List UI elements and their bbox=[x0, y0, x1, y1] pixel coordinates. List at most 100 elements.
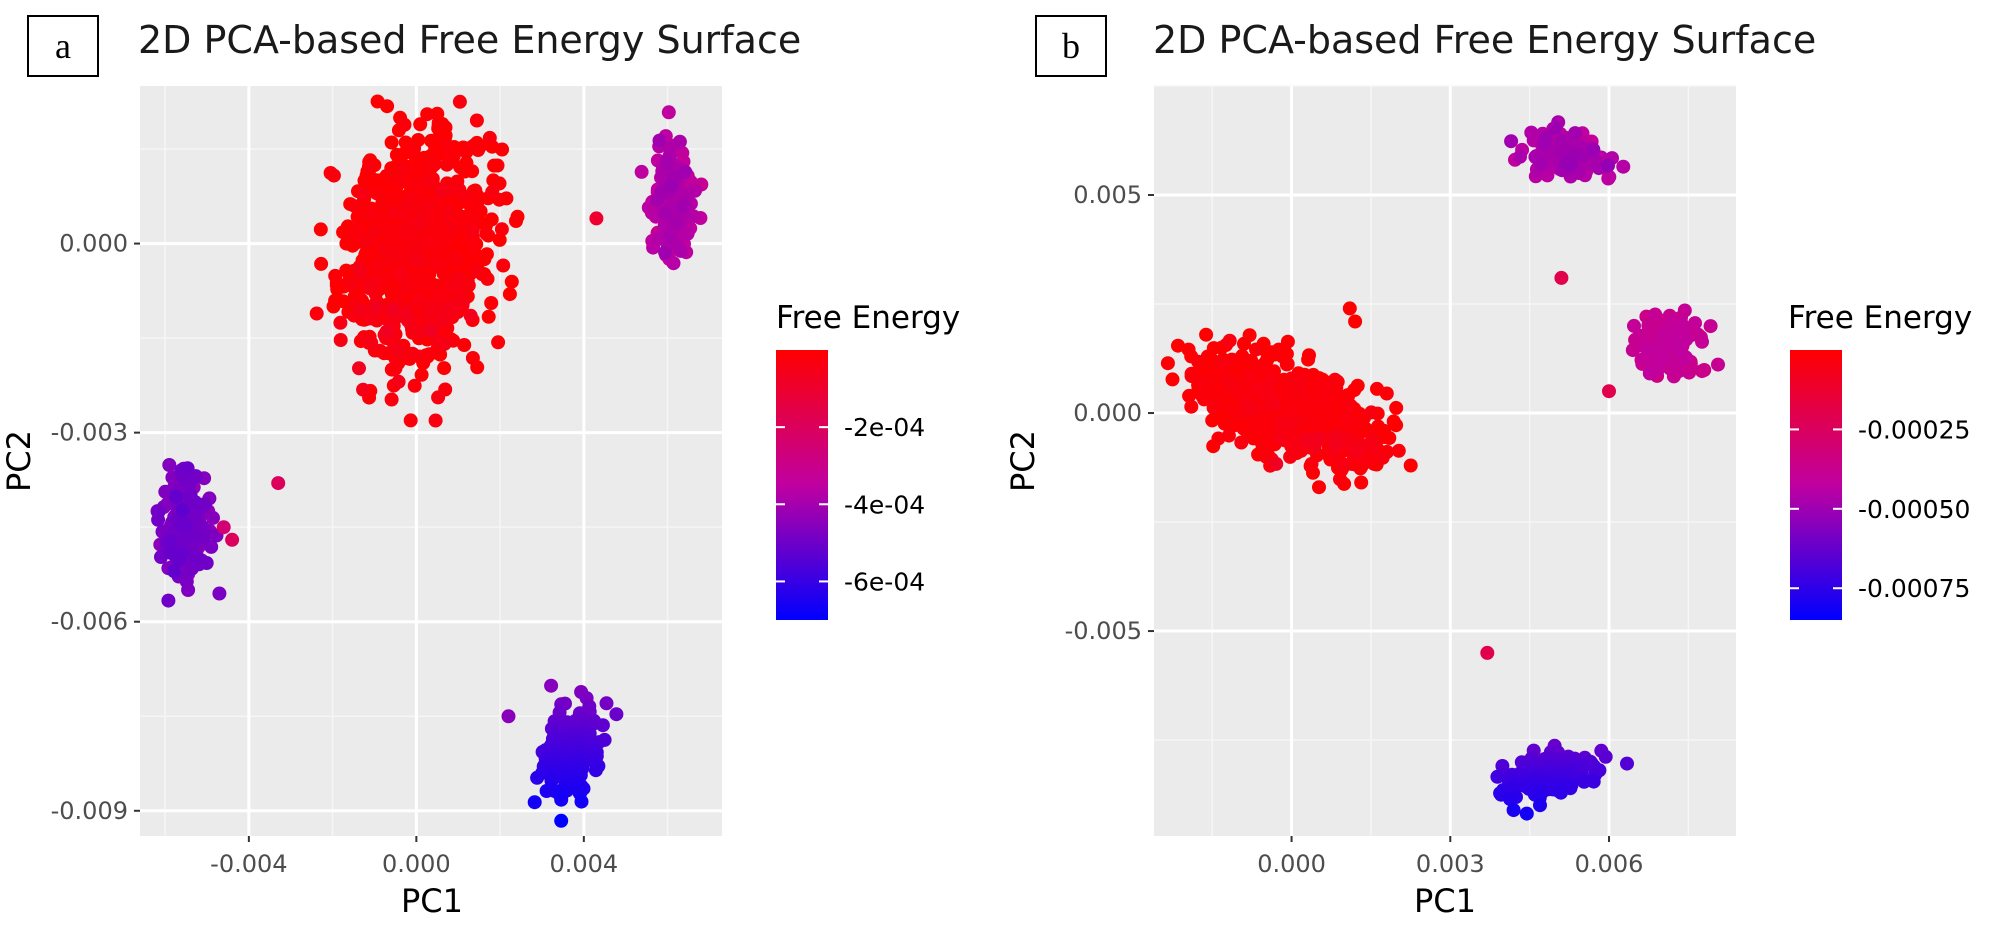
data-point bbox=[1379, 386, 1394, 401]
data-point bbox=[595, 718, 610, 733]
data-point bbox=[423, 237, 437, 252]
outlier-point bbox=[1480, 645, 1495, 660]
data-point bbox=[599, 696, 614, 711]
data-point bbox=[1206, 400, 1221, 415]
data-point bbox=[438, 128, 453, 143]
data-point bbox=[1506, 803, 1521, 818]
data-point bbox=[417, 278, 432, 293]
legend-tick-label: -2e-04 bbox=[844, 413, 925, 442]
data-point bbox=[377, 215, 392, 230]
legend-colorbar bbox=[1790, 350, 1842, 620]
data-point bbox=[397, 209, 412, 224]
data-point bbox=[356, 382, 371, 397]
data-point bbox=[1524, 125, 1539, 140]
outlier-point bbox=[1554, 270, 1569, 285]
data-point bbox=[161, 593, 176, 608]
data-point bbox=[1601, 158, 1615, 173]
data-point bbox=[1301, 352, 1316, 367]
data-point bbox=[180, 529, 195, 543]
data-point bbox=[1538, 131, 1553, 146]
data-point bbox=[437, 336, 452, 351]
data-point bbox=[672, 134, 687, 149]
data-point bbox=[574, 794, 589, 809]
data-point bbox=[403, 413, 418, 428]
panel-a-tick-labels: -0.004 0.000 0.004 0.000 -0.003 -0.006 -0.009 bbox=[51, 230, 619, 878]
data-point bbox=[1275, 432, 1290, 447]
data-point bbox=[353, 303, 368, 318]
data-point bbox=[1333, 472, 1347, 487]
panel-b-label-box bbox=[1035, 15, 1107, 77]
data-point bbox=[1254, 358, 1269, 373]
outlier-point bbox=[589, 211, 604, 226]
data-point bbox=[362, 159, 376, 174]
data-point bbox=[1598, 749, 1613, 764]
data-point bbox=[385, 224, 400, 239]
data-point bbox=[429, 255, 443, 270]
panel-a-x-axis-label: PC1 bbox=[401, 882, 463, 920]
data-point bbox=[1349, 443, 1364, 458]
panel-b-legend-title: Free Energy bbox=[1788, 300, 1972, 336]
data-point bbox=[666, 256, 681, 271]
data-point bbox=[345, 277, 360, 292]
data-point bbox=[457, 189, 472, 204]
data-point bbox=[502, 287, 517, 302]
data-point bbox=[504, 274, 519, 289]
data-point bbox=[1656, 328, 1671, 342]
data-point bbox=[1336, 457, 1351, 472]
data-point bbox=[652, 133, 667, 148]
data-point bbox=[469, 263, 484, 278]
data-point bbox=[1648, 307, 1663, 322]
data-point bbox=[468, 137, 483, 152]
data-point bbox=[662, 231, 677, 246]
data-point bbox=[368, 299, 383, 314]
data-point bbox=[660, 157, 675, 172]
y-tick-label: -0.006 bbox=[51, 608, 128, 636]
panel-b-grid bbox=[1154, 85, 1736, 836]
data-point bbox=[1616, 159, 1631, 174]
data-point bbox=[496, 258, 511, 273]
data-point bbox=[439, 157, 454, 172]
data-point bbox=[1642, 366, 1657, 381]
legend-colorbar bbox=[776, 350, 828, 620]
data-point bbox=[1354, 475, 1369, 490]
data-point bbox=[1234, 435, 1249, 450]
x-tick-label: 0.000 bbox=[382, 850, 451, 878]
panel-a-points bbox=[150, 94, 709, 828]
data-point bbox=[353, 263, 368, 278]
data-point bbox=[363, 311, 378, 326]
data-point bbox=[469, 113, 484, 128]
data-point bbox=[1655, 349, 1670, 364]
data-point bbox=[652, 231, 667, 246]
data-point bbox=[1242, 328, 1257, 343]
cluster-top bbox=[1504, 115, 1631, 186]
data-point bbox=[396, 147, 411, 162]
data-point bbox=[1666, 369, 1681, 384]
data-point bbox=[1199, 327, 1214, 342]
data-point bbox=[443, 221, 458, 236]
data-point bbox=[494, 222, 509, 237]
data-point bbox=[313, 222, 328, 237]
data-point bbox=[1403, 458, 1418, 473]
data-point bbox=[1328, 372, 1342, 387]
data-point bbox=[379, 324, 394, 339]
cluster-central bbox=[309, 94, 525, 428]
cluster-central bbox=[1160, 327, 1418, 495]
data-point bbox=[669, 215, 684, 230]
data-point bbox=[661, 105, 676, 120]
data-point bbox=[530, 770, 545, 785]
y-tick-label: 0.000 bbox=[1073, 399, 1142, 427]
y-tick-label: -0.009 bbox=[51, 797, 128, 825]
data-point bbox=[333, 315, 348, 330]
data-point bbox=[411, 294, 426, 308]
legend-tick-label: -0.00050 bbox=[1858, 495, 1970, 524]
data-point bbox=[397, 117, 412, 132]
data-point bbox=[386, 204, 400, 219]
data-point bbox=[544, 678, 559, 693]
data-point bbox=[1625, 343, 1640, 358]
data-point bbox=[1236, 378, 1251, 393]
x-tick-label: 0.000 bbox=[1257, 850, 1326, 878]
panel-a: a 2D PCA-based Free Energy Surface -0.00… bbox=[0, 15, 960, 920]
data-point bbox=[351, 222, 366, 237]
data-point bbox=[1280, 334, 1295, 349]
panel-b-x-axis-label: PC1 bbox=[1414, 882, 1476, 920]
